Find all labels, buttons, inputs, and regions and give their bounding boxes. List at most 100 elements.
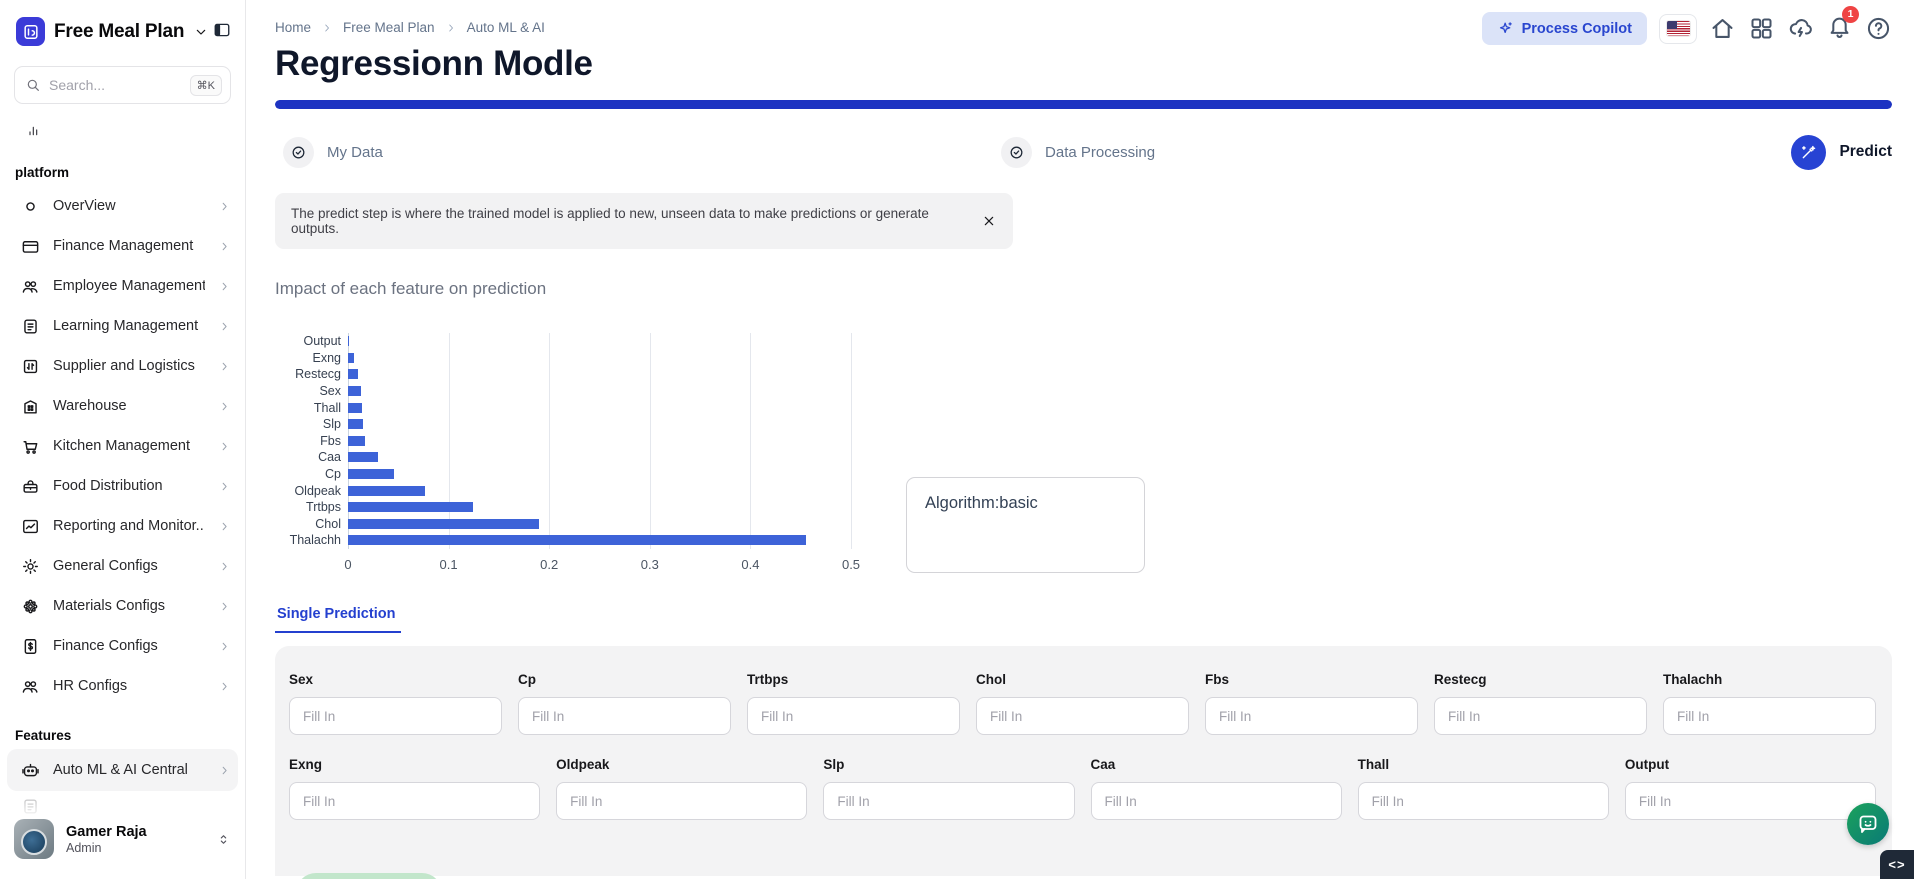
bar-cp [348,469,395,480]
sidebar-item-overview[interactable]: OverView [0,186,245,226]
step-my-data[interactable]: My Data [283,131,383,173]
step-circle [283,136,314,168]
users-icon [21,277,40,296]
process-copilot-button[interactable]: Process Copilot [1481,12,1647,45]
form-field-sex: Sex [289,672,502,735]
sidebar-item-warehouse[interactable]: Warehouse [0,386,245,426]
sidebar-item-materials-configs[interactable]: Materials Configs [0,586,245,626]
x-tick-label: 0.5 [841,557,861,572]
chart-row: Slp [275,416,806,433]
cloud-sync-icon[interactable] [1787,15,1814,42]
chart-bars: Output Exng Restecg Sex Thall Slp Fbs Caa Cp Oldp… [275,333,806,549]
user-meta: Gamer Raja Admin [66,824,204,855]
category-label: Output [303,334,341,349]
sidebar-item-label: Finance Configs [53,638,158,654]
sidebar-item-employee-management[interactable]: Employee Management [0,266,245,306]
notifications-button[interactable]: 1 [1826,5,1859,45]
bar-restecg [348,369,359,380]
breadcrumb-item[interactable]: Home [275,20,312,35]
chevron-down-icon[interactable] [193,24,209,40]
input-exng[interactable] [289,782,541,820]
field-label: Exng [289,757,323,772]
sidebar-item-finance-configs[interactable]: Finance Configs [0,626,245,666]
sidebar-item-reporting-and-monitor[interactable]: Reporting and Monitor... [0,506,245,546]
chat-widget-button[interactable] [1847,803,1889,845]
home-icon[interactable] [1709,15,1736,42]
bar-chart-icon[interactable] [26,122,42,138]
help-icon[interactable] [1865,15,1892,42]
bar-oldpeak [348,485,426,496]
form-row-1: Sex Cp Trtbps Chol Fbs Restecg Thalachh [289,672,1876,735]
category-label: Exng [312,350,342,365]
x-tick-label: 0.4 [741,557,760,572]
sidebar-item-food-distribution[interactable]: Food Distribution [0,466,245,506]
input-restecg[interactable] [1434,697,1647,735]
step-data-processing[interactable]: Data Processing [1001,131,1155,173]
step-predict[interactable]: Predict [1791,131,1892,173]
process-copilot-label: Process Copilot [1521,20,1632,37]
language-flag-button[interactable] [1659,13,1697,44]
input-oldpeak[interactable] [556,782,808,820]
chevron-updown-icon[interactable] [216,832,231,847]
sidebar-item-general-configs[interactable]: General Configs [0,546,245,586]
app-name: Free Meal Plan [54,20,185,42]
input-output[interactable] [1624,782,1876,820]
sidebar-item-kitchen-management[interactable]: Kitchen Management [0,426,245,466]
bar-output [348,336,349,347]
apps-grid-icon[interactable] [1748,15,1775,42]
sidebar-item-finance-management[interactable]: Finance Management [0,226,245,266]
field-label: Caa [1090,757,1116,772]
features-nav: Auto ML & AI Central [0,749,245,791]
sidebar-item-supplier-and-logistics[interactable]: Supplier and Logistics [0,346,245,386]
user-row[interactable]: Gamer Raja Admin [0,809,245,869]
breadcrumb-item[interactable]: Free Meal Plan [343,20,435,35]
cart-icon [21,437,40,456]
x-tick-label: 0.2 [540,557,559,572]
step-label: Predict [1839,143,1892,160]
sidebar-item-label: General Configs [53,558,158,574]
notification-badge: 1 [1842,5,1859,23]
input-thalachh[interactable] [1663,697,1876,735]
sidebar-item-learning-management[interactable]: Learning Management [0,306,245,346]
input-fbs[interactable] [1205,697,1418,735]
breadcrumb-item[interactable]: Auto ML & AI [466,20,545,35]
input-thall[interactable] [1357,782,1609,820]
input-trtbps[interactable] [747,697,960,735]
input-caa[interactable] [1090,782,1342,820]
tab-single-prediction[interactable]: Single Prediction [275,606,402,633]
bar-chol [348,518,540,529]
field-label: Sex [289,672,314,687]
input-cp[interactable] [518,697,731,735]
sidebar-collapse-icon[interactable] [213,21,231,39]
search-input[interactable] [49,77,182,93]
breadcrumb-separator-icon [445,22,457,34]
breadcrumb: Home Free Meal Plan Auto ML & AI [275,20,1892,35]
sidebar-item-label: Food Distribution [53,478,163,494]
close-icon[interactable] [981,213,997,229]
input-chol[interactable] [976,697,1189,735]
sidebar-item-label: Auto ML & AI Central [53,762,188,778]
input-sex[interactable] [289,697,502,735]
chevron-right-icon [218,640,231,653]
code-toggle-button[interactable]: <> [1880,850,1914,879]
submit-button[interactable] [296,873,442,879]
field-label: Cp [518,672,536,687]
chart-row: Thall [275,399,806,416]
sidebar: Free Meal Plan ⌘K platform OverView Fina… [0,0,246,879]
x-tick-label: 0.3 [640,557,659,572]
sidebar-item-partial[interactable] [0,793,245,819]
app-logo-row[interactable]: Free Meal Plan [0,0,245,56]
x-tick-label: 0 [344,557,352,572]
step-label: My Data [327,143,383,161]
tabs: Single Prediction [275,605,1892,633]
search-box[interactable]: ⌘K [14,66,231,104]
form-field-output: Output [1624,757,1876,820]
chart-row: Restecg [275,366,806,383]
field-label: Restecg [1434,672,1487,687]
gridline [549,333,551,549]
chart-row: Fbs [275,433,806,450]
input-slp[interactable] [823,782,1075,820]
sidebar-item-auto-ml-ai-central[interactable]: Auto ML & AI Central [7,749,238,791]
sidebar-item-hr-configs[interactable]: HR Configs [0,666,245,706]
info-banner-text: The predict step is where the trained mo… [291,206,929,236]
